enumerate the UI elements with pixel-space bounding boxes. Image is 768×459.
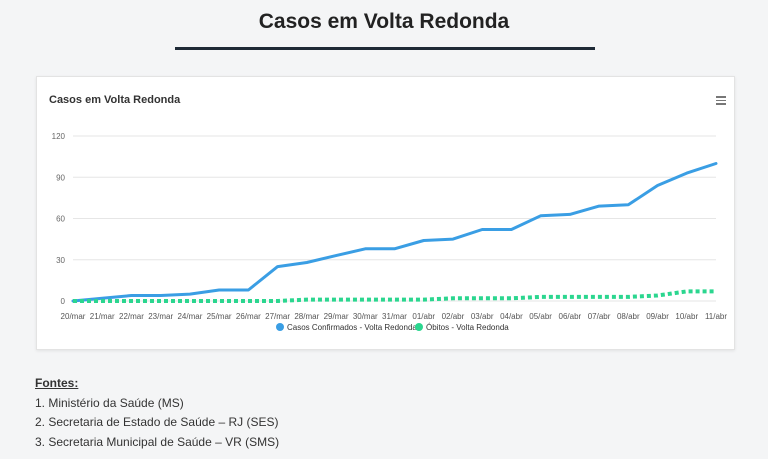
x-tick-label: 20/mar [61,312,86,321]
legend-marker [276,323,284,331]
x-tick-label: 27/mar [265,312,290,321]
legend-label: Óbitos - Volta Redonda [426,323,509,332]
x-tick-label: 09/abr [646,312,669,321]
x-tick-label: 06/abr [559,312,582,321]
y-tick-label: 90 [56,173,65,182]
title-underline [175,47,595,50]
x-tick-label: 04/abr [500,312,523,321]
x-tick-label: 30/mar [353,312,378,321]
y-tick-label: 60 [56,215,65,224]
x-tick-label: 03/abr [471,312,494,321]
x-tick-label: 24/mar [177,312,202,321]
sources-section: Fontes: 1. Ministério da Saúde (MS) 2. S… [35,374,279,452]
x-tick-label: 29/mar [324,312,349,321]
legend-label: Casos Confirmados - Volta Redonda [287,323,417,332]
chart-title: Casos em Volta Redonda [49,94,181,106]
x-tick-label: 21/mar [90,312,115,321]
sources-title: Fontes: [35,376,79,390]
x-tick-label: 25/mar [207,312,232,321]
source-item: 3. Secretaria Municipal de Saúde – VR (S… [35,434,280,449]
y-tick-label: 0 [61,297,66,306]
x-tick-label: 01/abr [412,312,435,321]
source-item: 1. Ministério da Saúde (MS) [35,395,184,410]
x-tick-label: 10/abr [675,312,698,321]
x-tick-label: 07/abr [588,312,611,321]
x-tick-label: 02/abr [442,312,465,321]
chart-card: Casos em Volta Redonda 0 30 60 90 120 20/mar 2… [36,76,735,350]
y-tick-label: 30 [56,256,65,265]
x-tick-label: 31/mar [382,312,407,321]
legend-marker [415,323,423,331]
series-line-obitos [73,289,716,303]
x-tick-label: 11/abr [705,312,727,321]
page-title: Casos em Volta Redonda [258,10,510,33]
source-item: 2. Secretaria de Estado de Saúde – RJ (S… [35,415,279,429]
y-tick-label: 120 [52,132,66,141]
x-tick-label: 22/mar [119,312,144,321]
x-tick-label: 05/abr [529,312,552,321]
series-line-casos-confirmados [71,162,718,303]
x-tick-label: 28/mar [294,312,319,321]
x-tick-label: 23/mar [148,312,173,321]
hamburger-menu-icon[interactable] [716,96,726,105]
x-tick-label: 26/mar [236,312,261,321]
line-chart: 0 30 60 90 120 20/mar 21/mar 22/mar 23/mar 24/mar… [52,132,728,332]
x-tick-label: 08/abr [617,312,640,321]
